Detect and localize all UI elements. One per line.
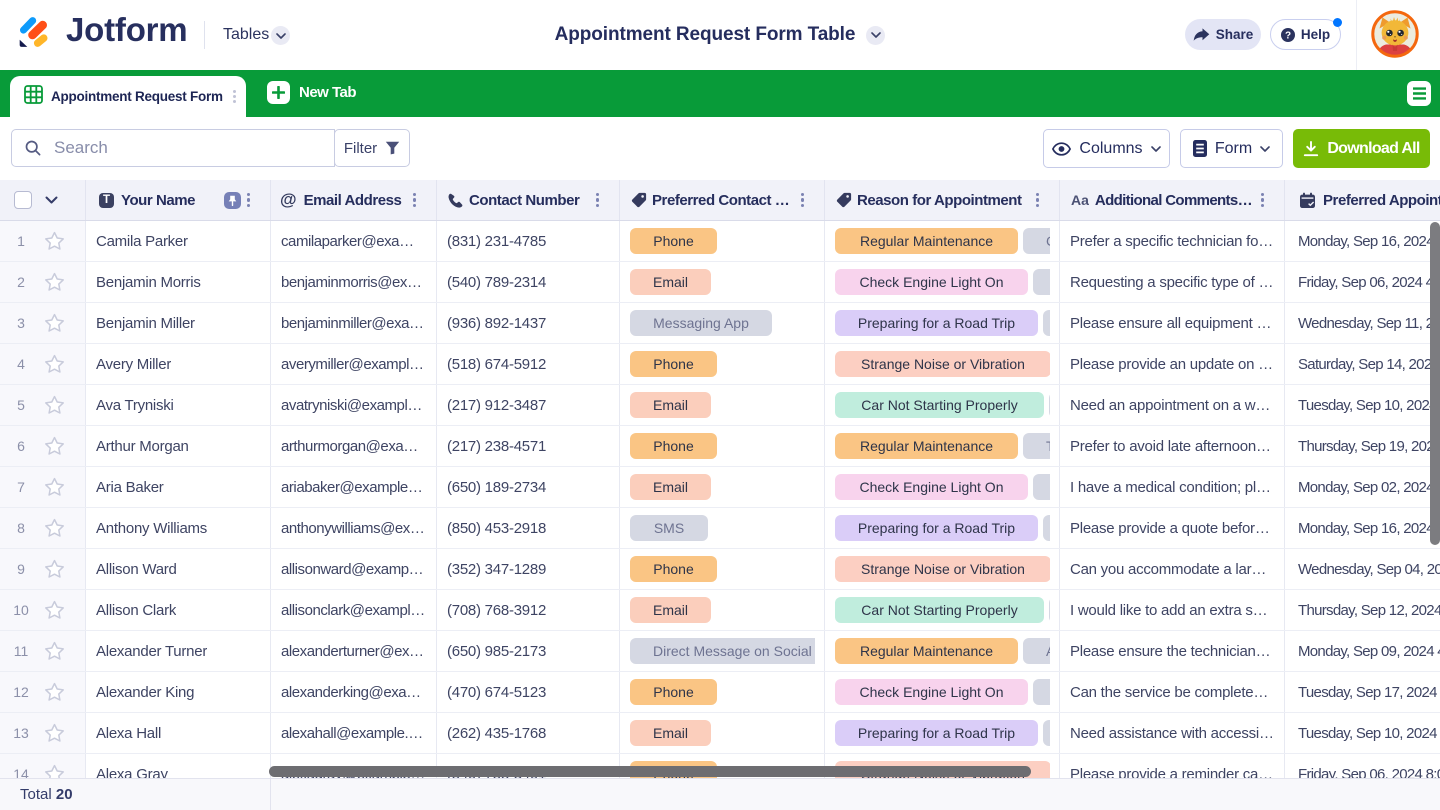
svg-text:?: ? (1285, 30, 1291, 41)
